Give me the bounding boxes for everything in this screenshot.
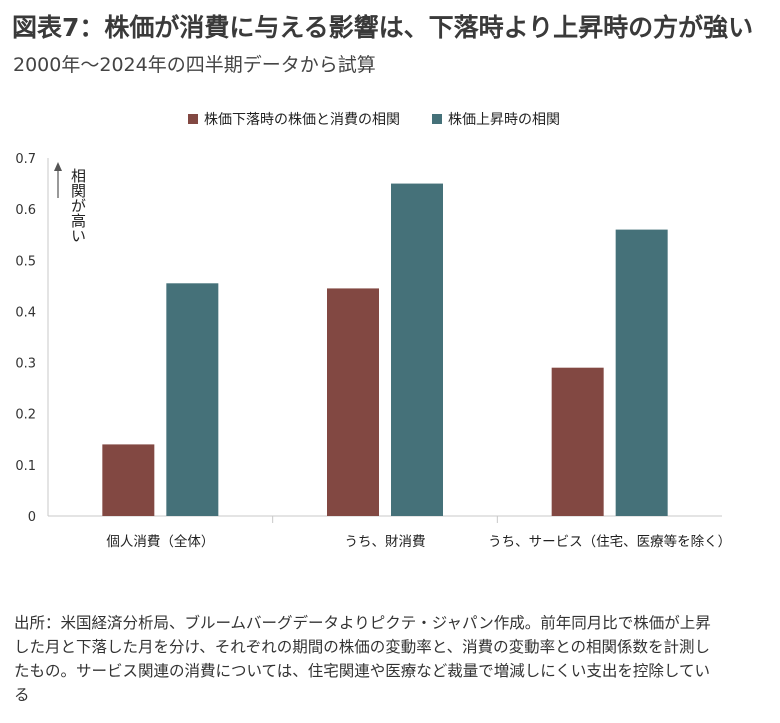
arrow-head-icon xyxy=(54,162,62,171)
y-tick-label: 0.7 xyxy=(15,152,36,167)
x-axis: 個人消費（全体） うち、財消費 うち、サービス（住宅、医療等を除く） xyxy=(48,515,731,550)
annotation-line1: 相関 xyxy=(69,168,87,199)
y-tick-label: 0.1 xyxy=(15,459,36,474)
y-tick-label: 0.4 xyxy=(15,305,36,320)
legend-label: 株価下落時の株価と消費の相関 xyxy=(204,112,400,128)
y-tick-label: 0.5 xyxy=(15,254,36,269)
y-tick-label: 0.2 xyxy=(15,408,36,423)
annotation-text: 相関が高い xyxy=(69,168,87,243)
x-category-label: 個人消費（全体） xyxy=(106,533,214,550)
legend-swatch xyxy=(188,114,198,124)
bars xyxy=(102,183,668,517)
bar-rise-1 xyxy=(391,183,443,517)
bar-rise-2 xyxy=(615,229,668,516)
x-category-label: うち、サービス（住宅、医療等を除く） xyxy=(488,533,731,550)
source-footnote: 出所：米国経済分析局、ブルームバーグデータよりピクテ・ジャパン作成。前年同月比で… xyxy=(14,614,711,704)
bar-decline-0 xyxy=(102,444,155,516)
legend-label: 株価上昇時の相関 xyxy=(448,112,560,128)
y-tick-label: 0.6 xyxy=(15,203,36,218)
legend: 株価下落時の株価と消費の相関 株価上昇時の相関 xyxy=(188,112,560,128)
bar-decline-2 xyxy=(551,367,604,516)
y-tick-label: 0 xyxy=(28,510,36,525)
x-category-label: うち、財消費 xyxy=(345,534,426,550)
annotation-line2: が高い xyxy=(69,198,87,243)
y-axis: 0 0.1 0.2 0.3 0.4 0.5 0.6 0.7 xyxy=(15,152,49,525)
chart-title: 図表7：株価が消費に与える影響は、下落時より上昇時の方が強い xyxy=(12,13,754,42)
higher-correlation-annotation: 相関が高い xyxy=(54,162,87,243)
chart-subtitle: 2000年～2024年の四半期データから試算 xyxy=(13,54,376,76)
y-tick-label: 0.3 xyxy=(15,357,36,372)
legend-swatch xyxy=(432,114,442,124)
bar-rise-0 xyxy=(166,283,219,516)
bar-decline-1 xyxy=(327,288,379,516)
bar-chart: 株価下落時の株価と消費の相関 株価上昇時の相関 00.10.20.30.40.50… xyxy=(15,112,731,550)
